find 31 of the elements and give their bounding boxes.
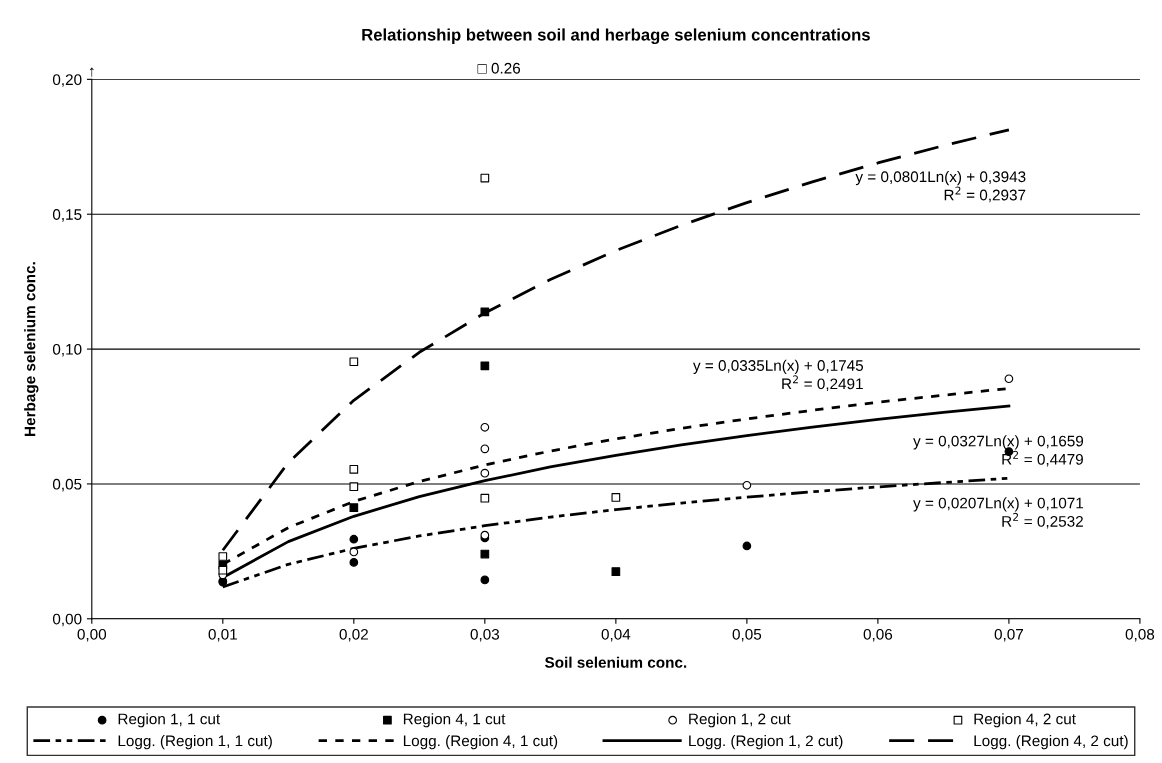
x-tick-label: 0,01 (208, 628, 237, 642)
annotation: y = 0,0207Ln(x) + 0,1071 R$^{2}$ = 0,2532 (913, 497, 1084, 529)
legend-label: Logg. (Region 1, 2 cut) (689, 735, 843, 750)
y-tick-label: 0,05 (52, 478, 82, 492)
legend-label: Region 1, 1 cut (118, 713, 221, 728)
y-axis-title: Herbage selenium conc. (24, 262, 39, 436)
x-tick-label: 0,02 (339, 628, 368, 642)
legend-label: Logg. (Region 4, 2 cut) (974, 735, 1128, 750)
y-tick-label: 0,00 (52, 613, 82, 627)
annotation: y = 0,0335Ln(x) + 0,1745 R$^{2}$ = 0,2491 (693, 359, 864, 392)
x-axis-title: Soil selenium conc. (544, 656, 687, 668)
y-tick-label: 0,20 (52, 74, 82, 87)
x-tick-label: 0,08 (1125, 628, 1155, 642)
x-tick-label: 0,04 (601, 628, 631, 642)
x-tick-label: 0,05 (732, 628, 762, 642)
x-tick-label: 0,03 (470, 628, 500, 642)
y-tick-label: 0,10 (52, 343, 82, 357)
x-tick-label: 0,00 (77, 628, 107, 642)
legend-label: Logg. (Region 1, 1 cut) (118, 735, 272, 750)
annotation: y = 0,0801Ln(x) + 0,3943 R$^{2}$ = 0,2937 (855, 170, 1026, 203)
x-tick-label: 0,06 (863, 628, 893, 642)
legend-label: Region 4, 2 cut (974, 713, 1076, 728)
annotation: y = 0,0327Ln(x) + 0,1659 R$^{2}$ = 0,4479 (913, 435, 1084, 467)
legend-label: Region 1, 2 cut (689, 713, 791, 728)
legend-label: Region 4, 1 cut (403, 713, 506, 728)
y-tick-label: 0,15 (52, 209, 82, 222)
text: ↑ (90, 67, 94, 77)
chart-title: Relationship between soil and herbage selenium concentrations (362, 28, 870, 44)
x-tick-label: 0,07 (994, 628, 1024, 642)
text: □ 0.26 (477, 62, 521, 74)
legend-label: Logg. (Region 4, 1 cut) (403, 735, 558, 750)
